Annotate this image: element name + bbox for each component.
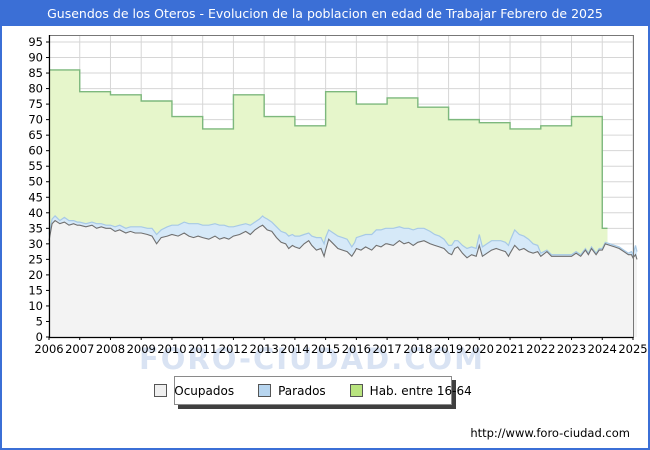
chart-legend: Ocupados Parados Hab. entre 16-64 — [174, 376, 452, 405]
x-tick-label: 2015 — [311, 342, 340, 356]
legend-item-ocupados: Ocupados — [154, 384, 234, 398]
y-tick-label: 65 — [28, 128, 43, 142]
ocupados-swatch-icon — [154, 384, 167, 397]
x-tick-label: 2020 — [465, 342, 494, 356]
website-url: http://www.foro-ciudad.com — [470, 426, 630, 440]
x-tick-label: 2018 — [403, 342, 432, 356]
x-tick-label: 2013 — [250, 342, 279, 356]
y-tick-label: 20 — [28, 268, 43, 282]
chart-window: Gusendos de los Oteros - Evolucion de la… — [0, 0, 650, 450]
y-tick-label: 60 — [28, 144, 43, 158]
x-tick-label: 2023 — [557, 342, 586, 356]
x-tick-label: 2024 — [588, 342, 617, 356]
y-tick-label: 90 — [28, 51, 43, 65]
y-tick-label: 40 — [28, 206, 43, 220]
x-tick-label: 2006 — [34, 342, 63, 356]
y-tick-label: 55 — [28, 159, 43, 173]
x-tick-label: 2010 — [157, 342, 186, 356]
x-tick-label: 2009 — [127, 342, 156, 356]
legend-item-parados: Parados — [258, 384, 326, 398]
x-tick-label: 2014 — [280, 342, 309, 356]
y-tick-label: 80 — [28, 82, 43, 96]
legend-item-hab: Hab. entre 16-64 — [350, 384, 472, 398]
y-tick-label: 75 — [28, 97, 43, 111]
y-tick-label: 10 — [28, 299, 43, 313]
x-tick-label: 2022 — [526, 342, 555, 356]
y-tick-label: 45 — [28, 190, 43, 204]
x-tick-label: 2008 — [96, 342, 125, 356]
y-tick-label: 95 — [28, 35, 43, 49]
y-tick-label: 50 — [28, 175, 43, 189]
x-tick-label: 2017 — [372, 342, 401, 356]
legend-label-hab: Hab. entre 16-64 — [370, 384, 472, 398]
y-tick-label: 5 — [36, 314, 43, 328]
parados-swatch-icon — [258, 384, 271, 397]
x-tick-label: 2016 — [342, 342, 371, 356]
y-tick-label: 85 — [28, 66, 43, 80]
legend-label-ocupados: Ocupados — [174, 384, 234, 398]
x-tick-label: 2025 — [618, 342, 647, 356]
y-tick-label: 30 — [28, 237, 43, 251]
x-tick-label: 2021 — [495, 342, 524, 356]
hab-swatch-icon — [350, 384, 363, 397]
y-tick-label: 35 — [28, 221, 43, 235]
y-tick-label: 15 — [28, 283, 43, 297]
x-tick-label: 2012 — [219, 342, 248, 356]
y-tick-label: 70 — [28, 113, 43, 127]
y-tick-label: 25 — [28, 252, 43, 266]
legend-label-parados: Parados — [278, 384, 326, 398]
x-tick-label: 2011 — [188, 342, 217, 356]
x-tick-label: 2007 — [65, 342, 94, 356]
x-tick-label: 2019 — [434, 342, 463, 356]
